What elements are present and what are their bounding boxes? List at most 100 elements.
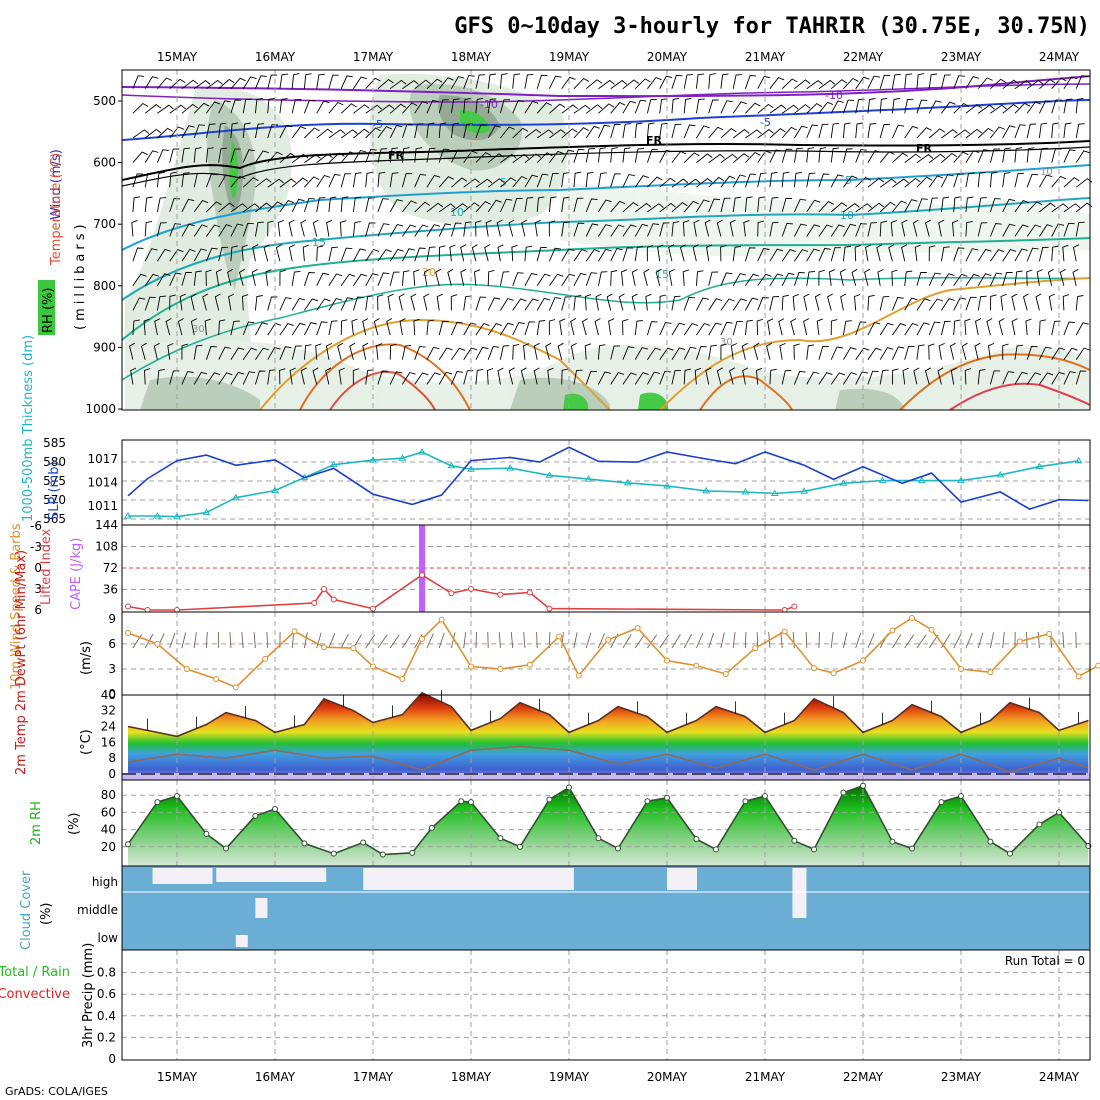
- wind-barb: [610, 200, 626, 213]
- wind-barb: [597, 124, 611, 139]
- wind-barb: [326, 219, 333, 237]
- wind-barb: [879, 201, 896, 213]
- wind-barb: [581, 318, 588, 336]
- wind-barb: [595, 293, 602, 311]
- wind-barb-10m: [181, 632, 187, 649]
- wind-barb: [671, 202, 688, 213]
- rh-line-point: [1056, 809, 1062, 816]
- thickness-line-point: [173, 512, 181, 520]
- wind-barb: [585, 148, 595, 163]
- wind-barb: [720, 128, 737, 139]
- wind-barb: [940, 246, 950, 262]
- wind-barb: [610, 224, 625, 237]
- wind-barb: [132, 75, 145, 89]
- wind-barb: [622, 247, 634, 262]
- wind-barb: [573, 171, 582, 188]
- wind-barb: [879, 124, 891, 139]
- wind-barb: [499, 345, 510, 360]
- rh-line-point: [566, 784, 572, 791]
- wind-barb: [928, 321, 941, 336]
- wind-barb: [144, 248, 158, 262]
- wind-barb: [206, 224, 221, 237]
- lifted-tick: 3: [34, 582, 42, 596]
- rh-line-point: [517, 843, 523, 850]
- wind-barb: [720, 298, 735, 311]
- wind-barb: [1063, 371, 1076, 385]
- wind-barb: [573, 272, 587, 287]
- wind-barb: [876, 244, 883, 262]
- wind-barb: [1051, 347, 1065, 360]
- wind-barb: [254, 370, 266, 385]
- wind-barb: [756, 318, 763, 336]
- rh-line-point: [546, 796, 553, 803]
- wind-barb: [533, 342, 540, 360]
- wind-barb: [1075, 75, 1088, 89]
- wind-barb: [193, 172, 204, 188]
- wind-barb: [683, 296, 695, 311]
- date-label-top: 16MAY: [255, 50, 296, 64]
- wind-barb: [928, 197, 939, 212]
- wind-barb: [904, 98, 914, 114]
- wind-barb: [352, 296, 364, 311]
- wind-barb: [193, 224, 208, 237]
- wind-barb: [696, 322, 711, 336]
- wind-barb: [950, 367, 957, 385]
- wind-barb: [843, 203, 860, 213]
- wind-barb: [794, 125, 808, 139]
- wind-barb: [1014, 124, 1026, 139]
- wind-barb: [242, 122, 251, 139]
- wind-barb: [365, 248, 380, 262]
- wind-barb: [916, 344, 925, 360]
- thickness-label: 1000-500mb Thickness (dm): [21, 335, 36, 522]
- wind-barb: [965, 128, 983, 139]
- wind-barb: [647, 76, 662, 89]
- rh-line-point: [223, 845, 229, 852]
- rh-tick: 40: [101, 823, 116, 837]
- wind-barb: [475, 178, 493, 188]
- wind-barb: [402, 248, 415, 262]
- wind-barb: [279, 297, 292, 311]
- rh-2m-label: 2m RH: [29, 801, 44, 845]
- wind-barb: [745, 151, 761, 163]
- wind-barb: [890, 220, 897, 237]
- wind-barb: [426, 122, 435, 139]
- wind-barb: [708, 198, 721, 213]
- wind-barb: [622, 79, 640, 90]
- wind-barb: [206, 201, 222, 213]
- wind-barb: [157, 127, 173, 139]
- wind-barb: [598, 371, 611, 385]
- wind-barb: [1039, 78, 1056, 90]
- wind-barb-10m: [977, 632, 984, 649]
- wind-barb: [891, 73, 901, 89]
- wind-barb: [475, 201, 491, 213]
- wind-speed-line-point: [370, 663, 376, 670]
- wind-barb: [205, 269, 212, 286]
- wind-barb: [634, 202, 652, 213]
- wind-barb: [1026, 201, 1043, 213]
- wind-barb-10m: [510, 632, 514, 649]
- wind-barb: [549, 273, 564, 287]
- wind-barb: [365, 104, 382, 114]
- wind-barb: [757, 247, 770, 262]
- wind-barb-10m: [291, 632, 295, 649]
- wind-barb: [693, 219, 700, 237]
- wind-barb: [500, 153, 517, 163]
- wind-barb: [523, 343, 530, 360]
- wind-barb: [279, 124, 293, 139]
- thickness-line-point: [917, 476, 926, 484]
- wind-barb: [622, 123, 632, 139]
- wind-barb: [732, 101, 747, 114]
- wind-barb: [902, 367, 909, 385]
- wind-barb: [304, 322, 317, 336]
- precip-tick: 0: [108, 1052, 116, 1066]
- wind-speed-line-point: [399, 675, 406, 682]
- wind-barb: [144, 172, 154, 188]
- wind-barb: [1026, 101, 1042, 114]
- wind-barb: [414, 372, 429, 385]
- wind-barb: [977, 127, 994, 139]
- wind-barb: [708, 176, 725, 188]
- wind-barb: [401, 345, 412, 360]
- svg-text:-5: -5: [760, 116, 771, 129]
- wind-barb: [328, 246, 338, 262]
- wind-barb: [879, 74, 891, 89]
